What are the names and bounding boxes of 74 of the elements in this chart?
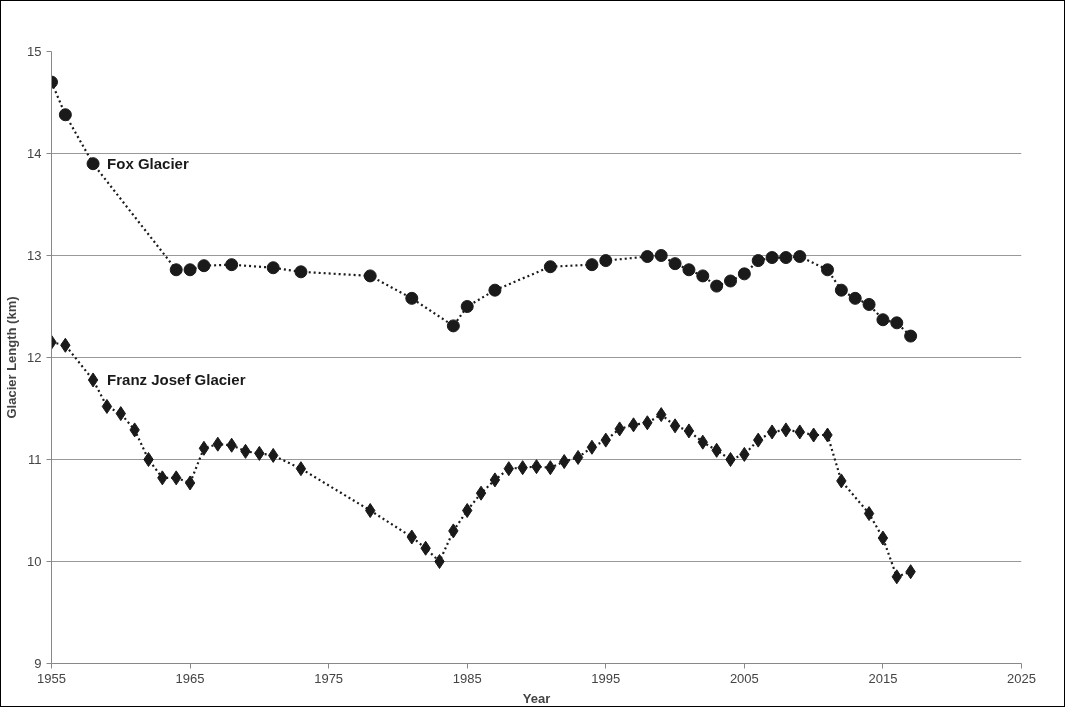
y-tick-label: 13 (27, 248, 42, 263)
point (696, 269, 710, 283)
point (365, 503, 376, 518)
x-tick-label: 1965 (175, 670, 205, 686)
point (710, 279, 724, 293)
point (446, 319, 460, 333)
point (724, 274, 737, 288)
point (488, 283, 502, 297)
x-tick-label: 1995 (591, 670, 621, 686)
y-tick-label: 10 (27, 554, 42, 569)
x-tick-label: 1955 (37, 670, 66, 686)
point (640, 250, 654, 264)
point (86, 157, 100, 171)
point (586, 439, 598, 455)
point (737, 267, 751, 281)
point (793, 250, 807, 264)
point (295, 461, 307, 477)
point (599, 254, 613, 268)
point (462, 503, 473, 518)
point (87, 372, 99, 388)
point (543, 260, 557, 274)
y-tick-label: 15 (27, 44, 42, 59)
point (183, 263, 197, 277)
point (725, 452, 736, 467)
point (766, 424, 778, 440)
x-tick-label: 1985 (452, 670, 482, 686)
point (266, 261, 280, 275)
point (58, 108, 72, 122)
point (682, 263, 696, 277)
x-tick-label: 2025 (1007, 670, 1036, 686)
point (780, 422, 792, 438)
point (683, 423, 695, 439)
point (489, 472, 501, 488)
x-tick-label: 1975 (314, 670, 344, 686)
point (572, 449, 584, 465)
point (890, 316, 904, 330)
point (654, 249, 668, 262)
x-tick-label: 2015 (868, 670, 898, 686)
series-label: Fox Glacier (107, 155, 189, 173)
point (475, 485, 487, 501)
point (405, 291, 419, 305)
series-label: Franz Josef Glacier (107, 371, 246, 389)
point (863, 506, 875, 522)
point (765, 251, 779, 265)
y-tick-label: 11 (28, 452, 42, 467)
point (184, 475, 196, 491)
point (169, 263, 183, 277)
point (294, 265, 308, 279)
y-tick-label: 12 (27, 350, 42, 365)
point (668, 257, 682, 271)
point (862, 297, 876, 311)
point (101, 398, 113, 414)
point (751, 254, 765, 268)
point (834, 283, 848, 297)
point (225, 258, 239, 272)
y-tick-label: 14 (27, 146, 42, 161)
point (585, 258, 599, 272)
x-axis-title: Year (522, 690, 551, 706)
point (904, 329, 918, 343)
point (848, 291, 862, 305)
point (876, 313, 890, 327)
x-tick-label: 2005 (729, 670, 759, 686)
point (198, 440, 210, 456)
point (779, 251, 793, 265)
point (434, 554, 445, 569)
point (460, 300, 474, 313)
y-tick-label: 9 (34, 656, 42, 671)
point (669, 418, 681, 434)
y-axis-title: Glacier Length (km) (4, 296, 20, 419)
point (197, 259, 211, 273)
point (143, 452, 154, 467)
point (821, 263, 834, 277)
point (363, 269, 377, 283)
point (877, 530, 889, 546)
